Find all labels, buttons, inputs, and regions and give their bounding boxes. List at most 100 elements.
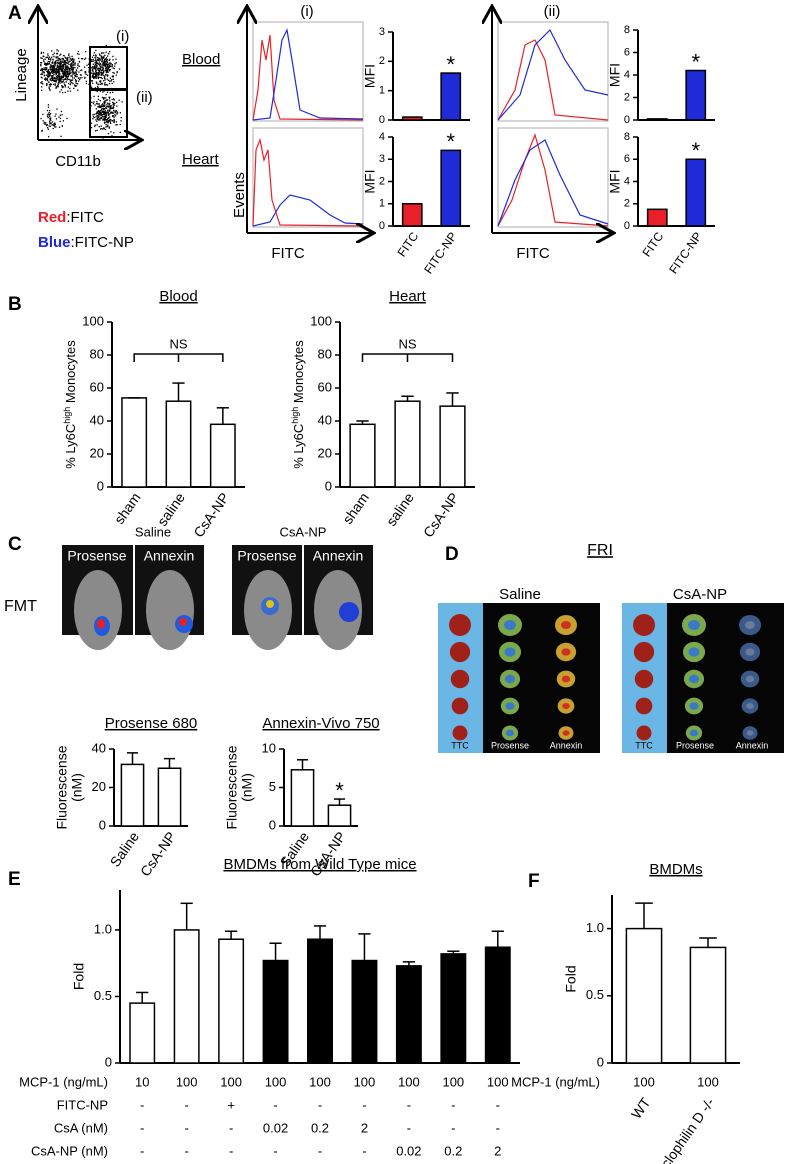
dot [47,71,49,74]
dot [106,112,108,114]
dot [59,120,61,123]
dot [53,55,55,58]
dot [66,62,68,64]
chart-title: BMDMs from Wild Type mice [223,856,416,873]
dot [40,82,42,84]
dot [118,68,121,70]
dot [96,61,98,64]
heart-slice [452,725,468,741]
dot [62,74,64,76]
dot [65,76,67,78]
dot [63,70,65,73]
dot [58,67,61,69]
dot [53,64,55,66]
dot [55,126,57,128]
dot [44,121,46,124]
dot [78,53,80,55]
dot [49,78,51,80]
dot [113,120,115,123]
dot [45,56,47,59]
dot [55,80,57,82]
dot [61,70,63,72]
dot [99,100,101,102]
dot [63,82,65,84]
condition-label: CsA-NP (nM) [31,1143,108,1158]
histogram-frame [497,21,609,122]
heart-slice [562,702,570,710]
dot [74,75,77,77]
condition-cell: - [496,1097,500,1112]
dot [56,59,58,62]
dot [44,62,46,64]
condition-cell: - [318,1143,322,1158]
dot [68,67,70,69]
dot [59,82,61,84]
image-label: Annexin [313,548,364,564]
dot [51,62,53,64]
dot [67,73,69,75]
dot [102,91,104,93]
dot [57,64,59,66]
x-tick-label: WT [628,1094,654,1121]
y-tick-label: 3 [379,26,385,38]
dot [65,74,67,76]
dot [99,90,102,92]
dot [64,84,66,86]
dot [95,72,98,74]
x-tick-label: CsA-NP [420,490,462,541]
axis-label: FITC [271,245,304,262]
dot [54,68,56,70]
dot [54,124,56,126]
dot [48,57,50,59]
dot [48,112,50,114]
dot [71,82,73,84]
dot [96,129,98,131]
dot [64,66,67,68]
y-tick-label: 60 [90,379,104,394]
condition-cell: 0.2 [444,1143,462,1158]
dot [60,67,62,69]
dot [58,70,60,72]
x-tick-label: saline [383,490,417,529]
dot [41,82,43,84]
dot [46,84,48,86]
dot [92,60,95,62]
y-axis-label: MFI [607,169,623,193]
dot [58,75,60,77]
dot [54,84,56,86]
dot [63,79,65,81]
dot [55,62,57,64]
dot [99,67,101,69]
dot [100,108,103,111]
dot [108,64,110,66]
significance-bracket [133,353,224,362]
dot [107,106,109,108]
dot [64,61,66,63]
dot [95,63,98,65]
dot [54,115,56,117]
dot [48,120,51,122]
dot [42,113,44,116]
dot [91,60,93,62]
dot [67,62,69,65]
dot [109,80,111,82]
dot [115,101,118,103]
bar [395,965,422,1064]
dot [74,63,76,65]
dot [109,109,111,111]
dot [109,58,111,61]
y-axis-label: MFI [362,169,378,193]
dot [50,67,52,69]
dot [98,119,100,121]
condition-cell: - [184,1097,188,1112]
dot [56,65,58,67]
dot [107,112,109,114]
dot [108,83,111,85]
dot [112,115,114,117]
dot [45,68,48,70]
dot [67,61,70,63]
dot [60,89,62,91]
dot [42,68,45,70]
dot [60,135,62,137]
dot [97,112,100,114]
